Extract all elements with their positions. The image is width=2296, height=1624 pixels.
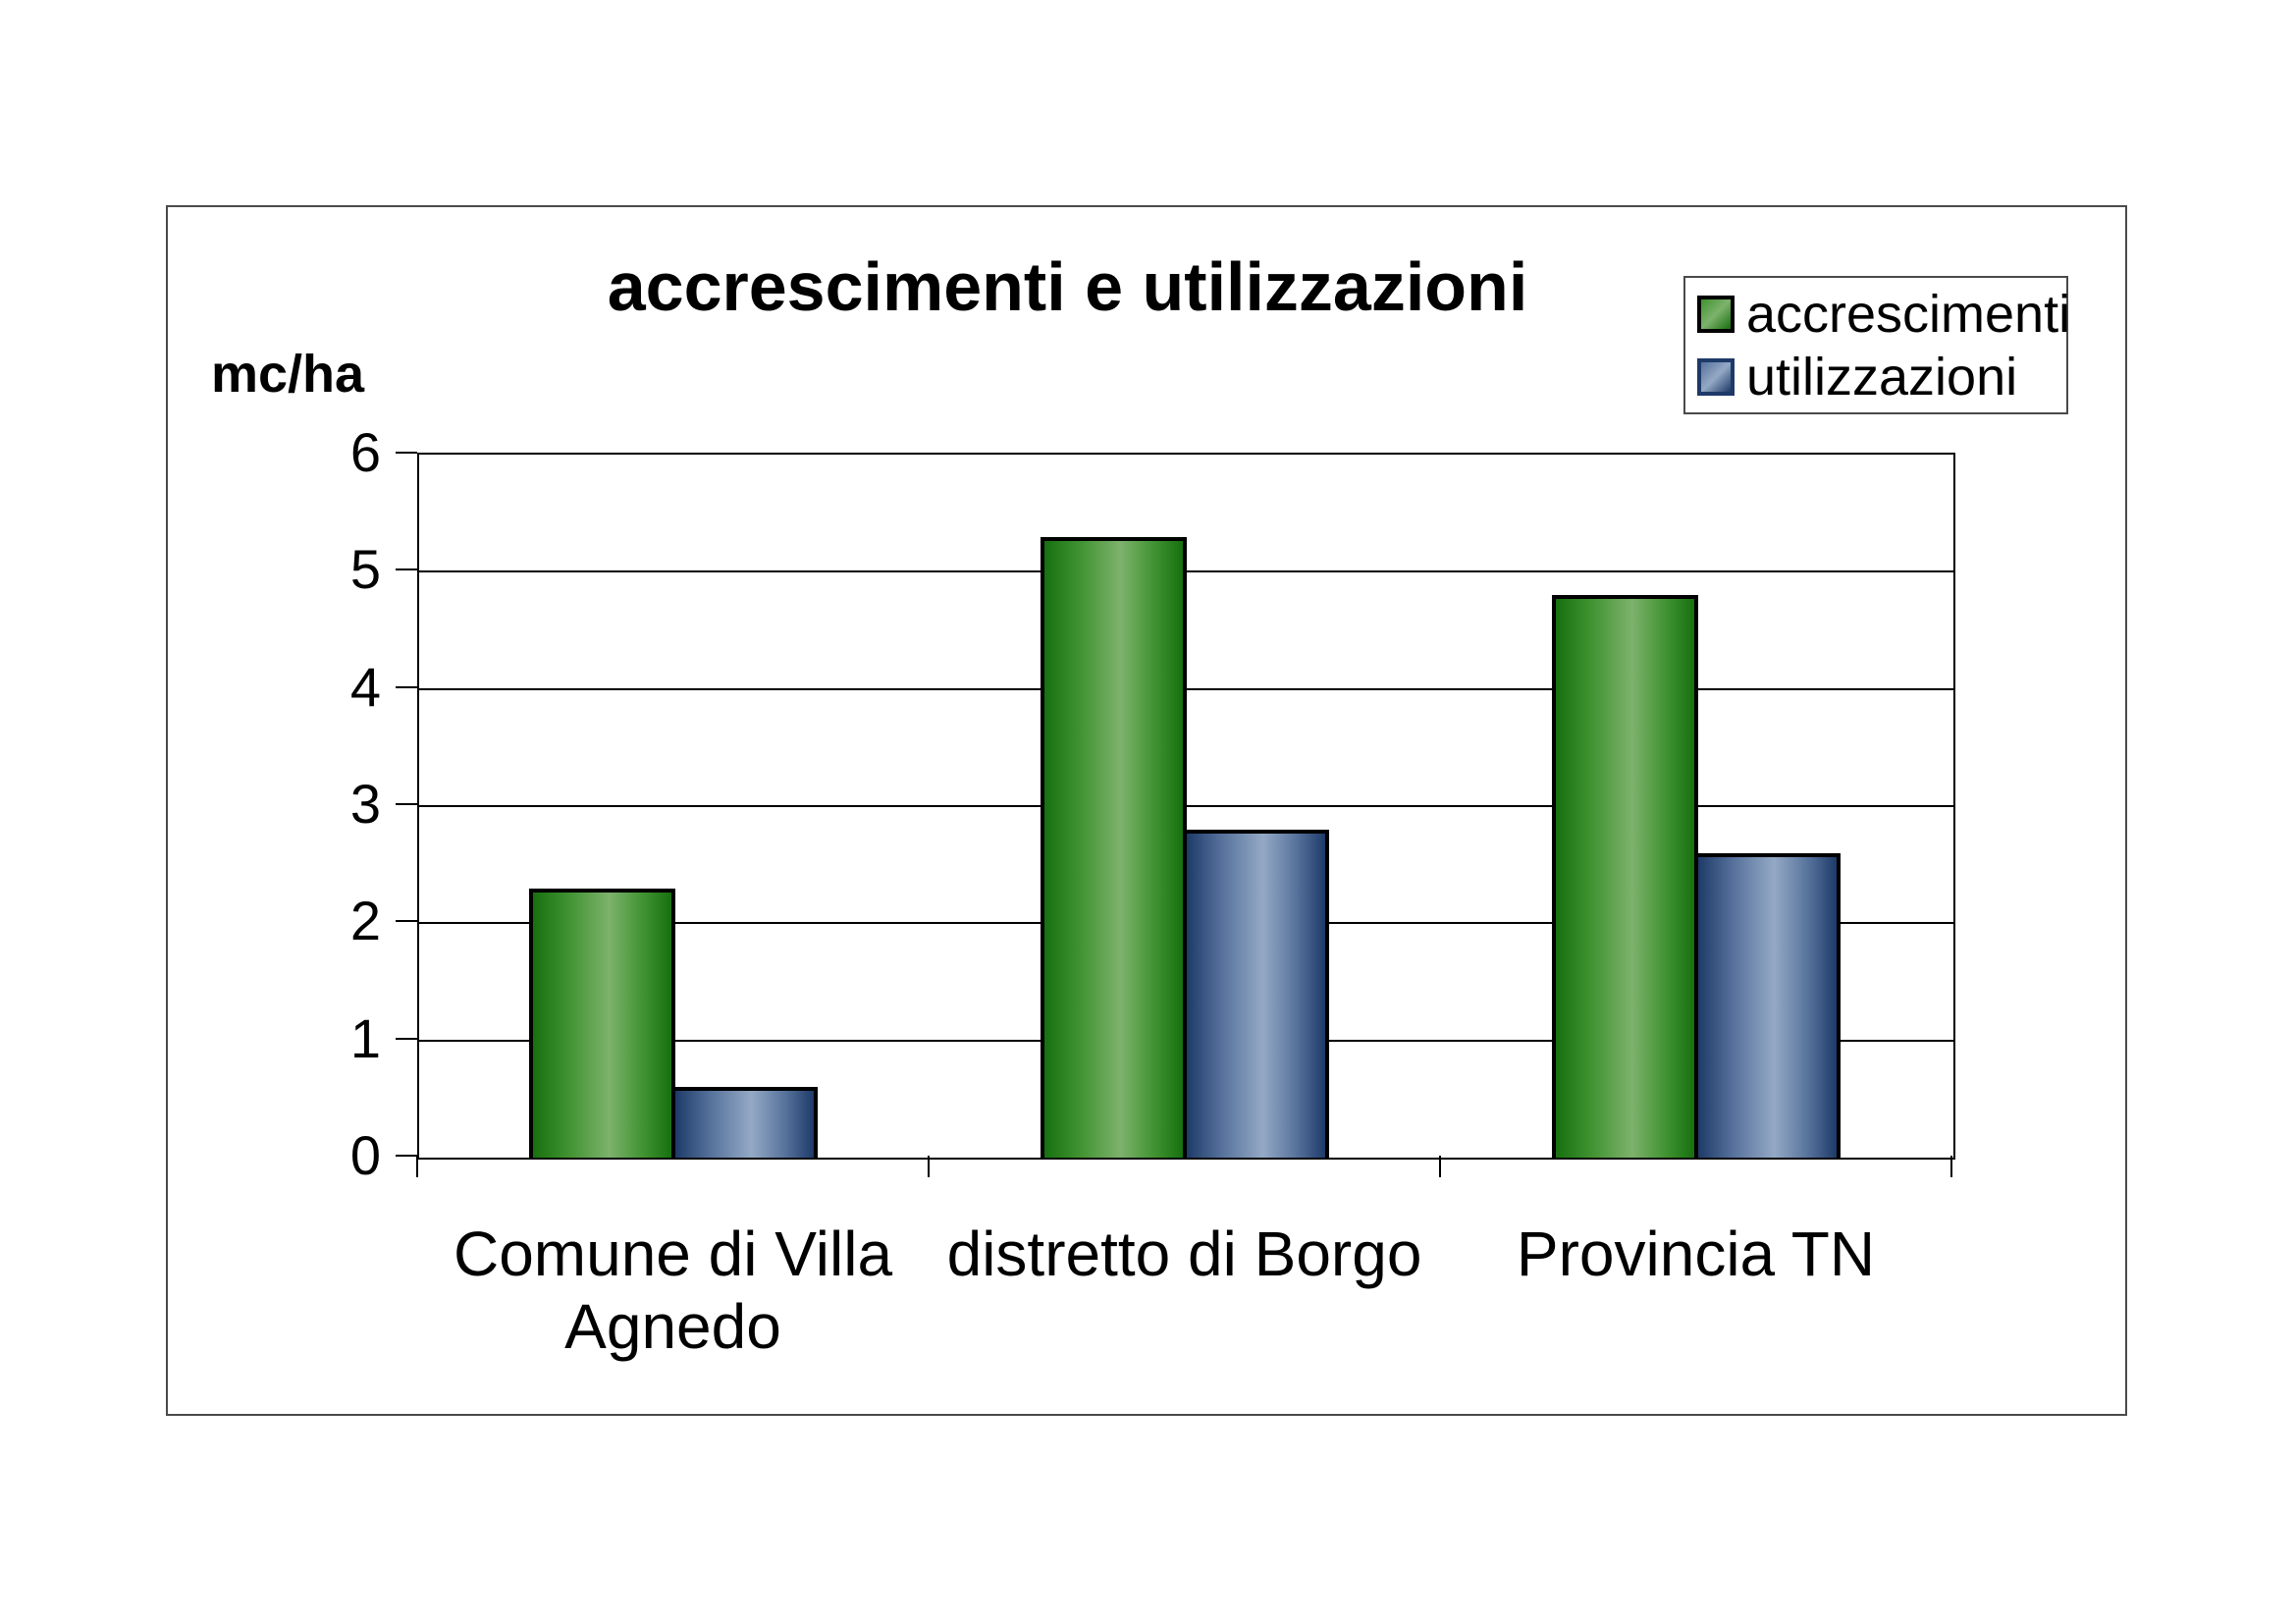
bar-utilizzazioni-2 — [1694, 853, 1841, 1158]
y-tick-mark-3 — [396, 803, 417, 805]
category-label-0: Comune di Villa Agnedo — [453, 1218, 893, 1362]
category-label-2: Provincia TN — [1516, 1218, 1876, 1289]
y-tick-label-6: 6 — [349, 421, 381, 483]
x-tick-mark-3 — [1950, 1156, 1952, 1177]
x-tick-mark-2 — [1439, 1156, 1441, 1177]
bar-accrescimenti-1 — [1041, 537, 1187, 1158]
legend-swatch-accrescimenti — [1697, 295, 1735, 333]
legend-item-accrescimenti: accrescimenti — [1697, 283, 2070, 346]
y-axis-unit-label: mc/ha — [211, 345, 365, 404]
y-tick-mark-1 — [396, 1037, 417, 1040]
plot-area — [417, 453, 1955, 1160]
y-tick-label-2: 2 — [349, 890, 381, 952]
x-tick-mark-1 — [928, 1156, 930, 1177]
y-tick-mark-4 — [396, 685, 417, 688]
legend-swatch-utilizzazioni — [1697, 357, 1735, 396]
bar-accrescimenti-0 — [529, 889, 675, 1158]
legend-label-accrescimenti: accrescimenti — [1746, 284, 2071, 344]
y-tick-label-0: 0 — [349, 1124, 381, 1186]
y-tick-mark-6 — [396, 452, 417, 454]
y-tick-mark-2 — [396, 920, 417, 923]
y-tick-label-1: 1 — [349, 1006, 381, 1069]
legend-label-utilizzazioni: utilizzazioni — [1746, 347, 2018, 406]
legend: accrescimenti utilizzazioni — [1683, 276, 2070, 414]
y-tick-label-4: 4 — [349, 655, 381, 718]
y-tick-label-3: 3 — [349, 773, 381, 835]
bar-utilizzazioni-0 — [671, 1087, 818, 1158]
bar-accrescimenti-2 — [1552, 595, 1698, 1158]
legend-item-utilizzazioni: utilizzazioni — [1697, 346, 2066, 408]
category-label-1: distretto di Borgo — [946, 1218, 1422, 1289]
y-tick-mark-0 — [396, 1155, 417, 1157]
chart-title: accrescimenti e utilizzazioni — [607, 248, 1528, 325]
bar-utilizzazioni-1 — [1183, 830, 1329, 1158]
y-tick-label-5: 5 — [349, 538, 381, 601]
x-tick-mark-0 — [416, 1156, 418, 1177]
y-tick-mark-5 — [396, 568, 417, 571]
